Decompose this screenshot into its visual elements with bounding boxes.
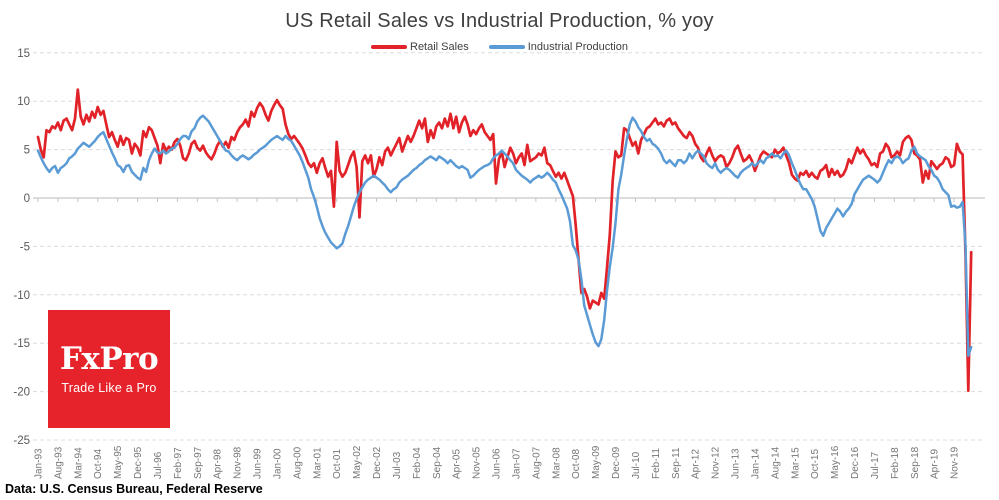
x-tick-label: Dec-02 xyxy=(372,446,383,479)
x-tick-label: Dec-95 xyxy=(133,446,144,479)
x-tick-label: Oct-08 xyxy=(571,449,582,479)
x-tick-label: Jul-96 xyxy=(153,451,164,479)
fxpro-logo-tagline: Trade Like a Pro xyxy=(61,380,157,395)
x-tick-label: May-09 xyxy=(591,445,602,479)
x-tick-label: Apr-98 xyxy=(213,449,224,479)
x-tick-label: Jan-07 xyxy=(511,448,522,479)
y-tick-label: -25 xyxy=(13,435,30,447)
x-tick-label: Dec-16 xyxy=(850,446,861,479)
x-tick-label: Sep-97 xyxy=(193,446,204,479)
x-tick-label: May-02 xyxy=(352,445,363,479)
x-tick-label: Aug-14 xyxy=(770,446,781,479)
x-tick-label: Jan-93 xyxy=(34,448,45,479)
x-tick-label: Sep-18 xyxy=(910,446,921,479)
y-tick-label: 5 xyxy=(24,145,30,157)
data-source-note: Data: U.S. Census Bureau, Federal Reserv… xyxy=(5,482,263,496)
chart-title: US Retail Sales vs Industrial Production… xyxy=(285,10,714,32)
x-tick-label: Jul-10 xyxy=(631,451,642,479)
x-tick-label: Mar-94 xyxy=(73,447,84,479)
x-tick-label: Sep-04 xyxy=(432,446,443,479)
series-line-retail-sales xyxy=(36,88,973,392)
fxpro-logo: FxPro Trade Like a Pro xyxy=(48,310,170,428)
x-tick-label: Jun-13 xyxy=(731,448,742,479)
x-tick-label: Jun-06 xyxy=(492,448,503,479)
x-tick-label: Apr-19 xyxy=(930,449,941,479)
x-tick-label: Feb-04 xyxy=(412,447,423,479)
x-tick-label: Apr-05 xyxy=(452,449,463,479)
x-tick-label: Nov-05 xyxy=(472,446,483,479)
fxpro-logo-name: FxPro xyxy=(59,340,159,377)
x-tick-label: Jan-00 xyxy=(272,448,283,479)
x-tick-label: Oct-15 xyxy=(810,449,821,479)
legend-label-industrial-production: Industrial Production xyxy=(527,41,628,53)
y-tick-label: 10 xyxy=(17,96,30,108)
x-tick-label: Mar-08 xyxy=(551,447,562,479)
x-tick-label: Nov-19 xyxy=(950,446,961,479)
x-tick-label: Nov-98 xyxy=(233,446,244,479)
x-tick-label: Feb-18 xyxy=(890,447,901,479)
x-tick-label: May-16 xyxy=(830,445,841,479)
x-tick-label: Jul-17 xyxy=(870,451,881,479)
y-tick-label: -15 xyxy=(13,338,30,350)
retail-sales-line-swatch xyxy=(371,45,407,49)
x-tick-label: Oct-94 xyxy=(93,449,104,479)
x-tick-label: Aug-93 xyxy=(53,446,64,479)
x-tick-label: Jun-99 xyxy=(253,448,264,479)
x-tick-label: May-95 xyxy=(113,445,124,479)
x-tick-label: Feb-11 xyxy=(651,448,662,479)
x-tick-label: Mar-15 xyxy=(790,447,801,479)
x-tick-label: Oct-01 xyxy=(332,449,343,479)
legend-label-retail-sales: Retail Sales xyxy=(410,41,469,53)
x-tick-label: Feb-97 xyxy=(173,447,184,479)
y-tick-label: 15 xyxy=(17,48,30,60)
legend-item-retail-sales: Retail Sales xyxy=(371,41,469,53)
y-tick-label: -20 xyxy=(13,387,30,399)
y-tick-label: -10 xyxy=(13,290,30,302)
series-line-industrial-production xyxy=(36,114,973,358)
x-tick-label: Aug-07 xyxy=(531,446,542,479)
x-tick-label: Mar-01 xyxy=(312,447,323,479)
x-tick-label: Nov-12 xyxy=(711,446,722,479)
x-tick-label: Sep-11 xyxy=(671,447,682,479)
x-tick-label: Dec-09 xyxy=(611,446,622,479)
legend-item-industrial-production: Industrial Production xyxy=(488,41,628,53)
legend: Retail Sales Industrial Production xyxy=(0,41,999,53)
x-tick-label: Aug-00 xyxy=(292,446,303,479)
x-tick-label: Jul-03 xyxy=(392,451,403,479)
x-tick-label: Apr-12 xyxy=(691,449,702,479)
x-tick-label: Jan-14 xyxy=(750,448,761,479)
industrial-production-line-swatch xyxy=(488,45,525,49)
y-tick-label: -5 xyxy=(20,241,30,253)
y-tick-label: 0 xyxy=(24,193,30,205)
